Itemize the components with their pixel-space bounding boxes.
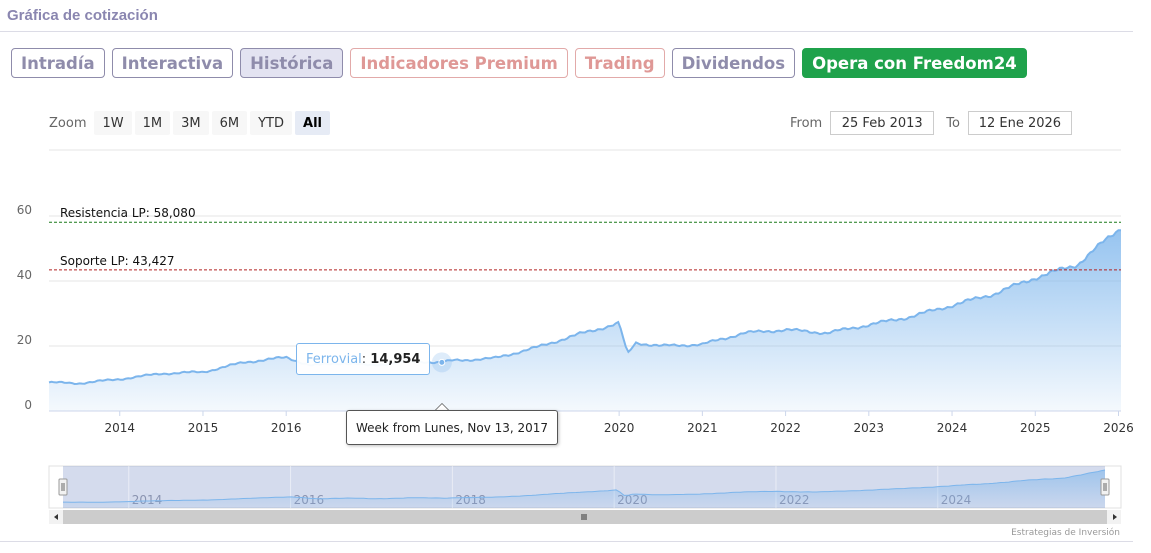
tab-trading[interactable]: Trading: [574, 48, 665, 78]
zoom-selector: Zoom 1W 1M 3M 6M YTD All: [49, 111, 330, 135]
navigator[interactable]: 201420162018202020222024: [48, 465, 1122, 509]
tab-intradia[interactable]: Intradía: [11, 48, 105, 78]
navigator-line: [63, 469, 1106, 503]
title-divider: [0, 31, 1133, 32]
scrollbar[interactable]: [49, 510, 1121, 524]
x-tick-label: 2022: [770, 421, 801, 435]
y-tick-label: 20: [17, 333, 32, 347]
range-to-input[interactable]: 12 Ene 2026: [967, 111, 1072, 135]
tab-dividendos[interactable]: Dividendos: [671, 48, 796, 78]
navigator-area: [63, 470, 1105, 508]
y-axis: 0 20 40 60: [17, 203, 32, 412]
hover-marker: [431, 352, 452, 373]
zoom-1m-button[interactable]: 1M: [134, 111, 171, 135]
resistance-label: Resistencia LP: 58,080: [60, 206, 196, 220]
tab-interactiva[interactable]: Interactiva: [111, 48, 234, 78]
section-title: Gráfica de cotización: [7, 7, 158, 24]
y-tick-label: 60: [17, 203, 32, 217]
range-from-input[interactable]: 25 Feb 2013: [830, 111, 935, 135]
range-to-label: To: [946, 115, 960, 131]
zoom-all-button[interactable]: All: [295, 111, 330, 135]
tab-indicadores-premium[interactable]: Indicadores Premium: [350, 48, 568, 78]
x-tooltip-arrow: [434, 403, 450, 411]
navigator-left-handle[interactable]: [58, 478, 68, 496]
series-tooltip: Ferrovial: 14,954: [296, 343, 431, 375]
tooltip-series-name: Ferrovial: [306, 351, 362, 367]
hover-point: [438, 358, 446, 366]
tab-opera-freedom24[interactable]: Opera con Freedom24: [802, 48, 1027, 78]
chart-tabs: Intradía Interactiva Histórica Indicador…: [11, 48, 1027, 78]
y-tick-label: 0: [24, 398, 32, 412]
zoom-ytd-button[interactable]: YTD: [250, 111, 293, 135]
x-tick-label: 2026: [1103, 421, 1134, 435]
tooltip-colon: :: [361, 351, 371, 367]
range-from-label: From: [790, 115, 823, 131]
scroll-right-arrow-icon[interactable]: [1113, 514, 1117, 520]
price-area: [49, 230, 1121, 411]
x-tick-label: 2024: [937, 421, 968, 435]
zoom-3m-button[interactable]: 3M: [173, 111, 209, 135]
price-line: [48, 229, 1121, 386]
scroll-left-arrow-icon[interactable]: [54, 514, 58, 520]
date-range-selector: From 25 Feb 2013 To 12 Ene 2026: [790, 111, 1072, 135]
x-tick-label: 2025: [1020, 421, 1051, 435]
navigator-right-handle[interactable]: [1100, 478, 1110, 496]
plot-lines: Resistencia LP: 58,080 Soporte LP: 43,427: [49, 206, 1121, 271]
support-label: Soporte LP: 43,427: [60, 254, 175, 268]
zoom-1w-button[interactable]: 1W: [94, 111, 132, 135]
bottom-divider: [0, 541, 1133, 542]
chart-credit[interactable]: Estrategias de Inversión: [1011, 528, 1120, 538]
x-tick-label: 2020: [604, 421, 635, 435]
x-tick-label: 2015: [188, 421, 219, 435]
tab-historica[interactable]: Histórica: [240, 48, 344, 78]
x-tick-label: 2016: [271, 421, 302, 435]
tooltip-value: 14,954: [370, 351, 421, 367]
y-tick-label: 40: [17, 268, 32, 282]
x-tooltip: Week from Lunes, Nov 13, 2017: [346, 410, 559, 445]
zoom-6m-button[interactable]: 6M: [211, 111, 248, 135]
x-tick-label: 2014: [104, 421, 135, 435]
x-tick-label: 2021: [687, 421, 718, 435]
scrollbar-thumb[interactable]: [63, 510, 1107, 524]
x-axis: 2014201520161920202021202220232024202520…: [49, 410, 1134, 435]
zoom-label: Zoom: [49, 115, 87, 131]
x-tick-label: 2023: [854, 421, 885, 435]
